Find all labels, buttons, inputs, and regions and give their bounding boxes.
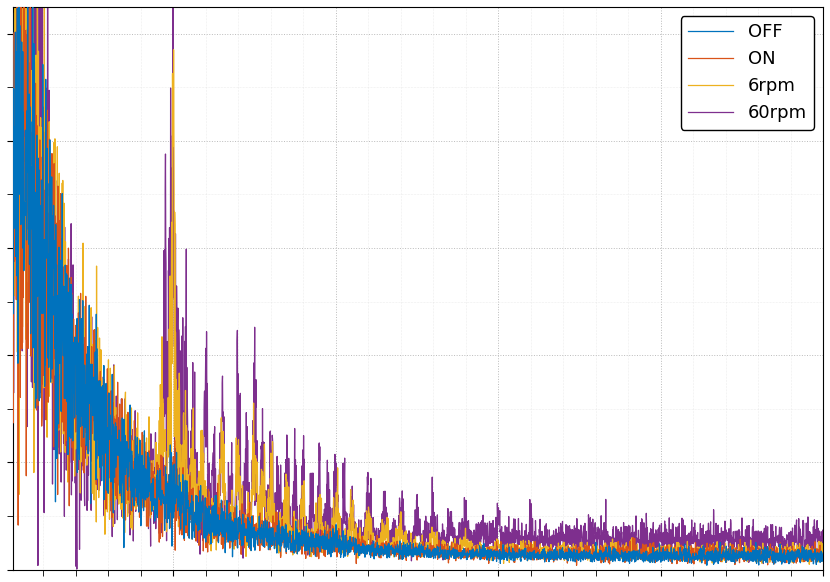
Line: 6rpm: 6rpm [12,0,823,565]
OFF [818,549,828,556]
ON [100,391,110,398]
6rpm [818,553,828,560]
ON [354,548,364,555]
60rpm [7,169,17,176]
Line: 60rpm: 60rpm [12,0,823,569]
OFF [100,406,110,413]
6rpm [715,546,725,553]
60rpm [100,421,110,428]
6rpm [319,527,329,534]
ON [572,562,582,569]
OFF [149,478,159,485]
OFF [7,10,17,17]
Legend: OFF, ON, 6rpm, 60rpm: OFF, ON, 6rpm, 60rpm [681,16,814,130]
6rpm [804,561,814,568]
OFF [702,562,712,569]
60rpm [319,534,329,541]
ON [7,33,17,40]
OFF [354,552,364,559]
6rpm [100,452,110,459]
6rpm [803,558,813,565]
Line: ON: ON [12,0,823,565]
OFF [319,542,329,549]
60rpm [803,530,813,537]
6rpm [354,540,364,546]
60rpm [818,545,828,552]
OFF [803,556,813,563]
ON [319,530,329,537]
OFF [715,553,725,560]
Line: OFF: OFF [12,0,823,565]
6rpm [149,457,159,464]
60rpm [72,566,82,573]
ON [818,556,828,563]
60rpm [715,548,725,555]
ON [715,549,725,556]
60rpm [149,476,159,483]
ON [149,468,159,475]
60rpm [354,542,364,549]
6rpm [7,219,17,226]
ON [803,552,813,559]
